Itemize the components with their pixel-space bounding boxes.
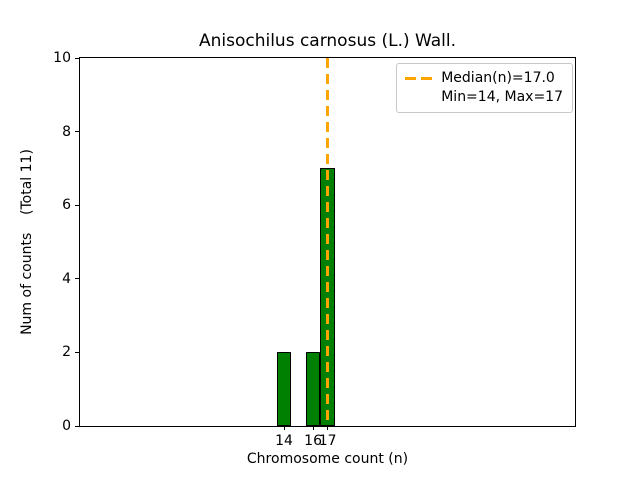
y-axis-label: Num of counts (Total 11) bbox=[19, 149, 35, 335]
x-tick bbox=[312, 426, 314, 430]
y-tick bbox=[75, 278, 79, 280]
y-tick-label: 2 bbox=[62, 344, 71, 361]
legend-row-median: Median(n)=17.0 bbox=[405, 69, 563, 88]
legend-marker-spacer bbox=[405, 96, 432, 99]
median-line bbox=[326, 58, 330, 426]
x-tick-label: 16 bbox=[304, 433, 322, 449]
legend-row-minmax: Min=14, Max=17 bbox=[405, 88, 563, 107]
y-tick-label: 10 bbox=[53, 50, 71, 66]
y-tick-label: 6 bbox=[62, 197, 71, 214]
y-tick bbox=[75, 204, 79, 206]
plot-area: Median(n)=17.0 Min=14, Max=17 14 16 17 0 2 4 6… bbox=[53, 50, 576, 449]
x-tick-label: 14 bbox=[275, 433, 293, 449]
bar-16 bbox=[305, 352, 321, 426]
chart-title: Anisochilus carnosus (L.) Wall. bbox=[198, 31, 457, 51]
legend-label-minmax: Min=14, Max=17 bbox=[441, 89, 563, 105]
bar-14 bbox=[276, 352, 292, 426]
median-dashed-line-legend-marker bbox=[405, 77, 433, 80]
legend-label-median: Median(n)=17.0 bbox=[441, 70, 555, 86]
y-tick-label: 4 bbox=[62, 270, 71, 287]
x-axis-label: Chromosome count (n) bbox=[246, 451, 409, 467]
y-tick bbox=[75, 425, 79, 427]
y-tick bbox=[75, 131, 79, 133]
legend: Median(n)=17.0 Min=14, Max=17 bbox=[396, 63, 573, 113]
x-tick bbox=[327, 426, 329, 430]
x-tick-label: 17 bbox=[318, 433, 337, 449]
y-tick-label: 0 bbox=[62, 418, 71, 434]
y-tick bbox=[75, 351, 79, 353]
x-tick bbox=[283, 426, 285, 430]
y-tick bbox=[75, 57, 79, 59]
y-tick-label: 8 bbox=[62, 123, 71, 140]
